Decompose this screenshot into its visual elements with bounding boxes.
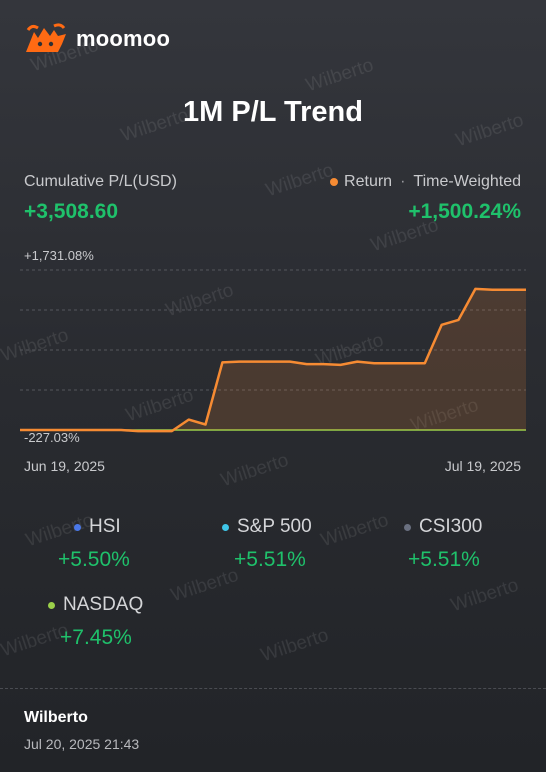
cumulative-pl-value: +3,508.60 (24, 200, 119, 223)
benchmark-sp500-dot (222, 523, 229, 531)
benchmark-nasdaq-dot (48, 601, 55, 609)
watermark-text: Wilberto (258, 624, 332, 667)
benchmark-csi300: CSI300 +5.51% (404, 516, 482, 572)
benchmark-hsi-dot (74, 523, 81, 531)
benchmark-csi300-name: CSI300 (419, 516, 483, 537)
y-axis-bottom-label: -227.03% (24, 430, 80, 445)
return-legend-label: Return (344, 173, 393, 190)
benchmark-hsi-name: HSI (89, 516, 121, 537)
x-axis-start-label: Jun 19, 2025 (24, 458, 105, 474)
benchmark-sp500-value: +5.51% (234, 548, 306, 571)
return-method-label: Time-Weighted (413, 173, 521, 190)
watermark-text: Wilberto (303, 54, 377, 97)
cumulative-pl-label: Cumulative P/L(USD) (24, 173, 177, 190)
watermark-text: Wilberto (263, 159, 337, 202)
benchmark-sp500: S&P 500 +5.51% (222, 516, 312, 572)
footer-timestamp: Jul 20, 2025 21:43 (24, 736, 140, 752)
watermark-text: Wilberto (218, 449, 292, 492)
benchmark-hsi: HSI +5.50% (58, 516, 130, 572)
benchmark-nasdaq-name: NASDAQ (63, 594, 144, 615)
return-value: +1,500.24% (408, 200, 521, 223)
benchmark-sp500-name: S&P 500 (237, 516, 312, 537)
benchmark-csi300-value: +5.51% (408, 548, 480, 571)
return-series-line (20, 287, 526, 433)
watermark-text: Wilberto (318, 509, 392, 552)
watermark-text: Wilberto (448, 574, 522, 617)
return-legend: Return · Time-Weighted (330, 173, 521, 191)
benchmark-nasdaq: NASDAQ +7.45% (48, 594, 143, 650)
legend-separator: · (400, 173, 406, 190)
benchmark-nasdaq-value: +7.45% (60, 626, 132, 649)
brand-header: moomoo (24, 22, 170, 56)
x-axis-end-label: Jul 19, 2025 (444, 458, 521, 474)
footer-divider (0, 688, 546, 689)
benchmark-hsi-value: +5.50% (58, 548, 130, 571)
return-legend-dot (330, 178, 339, 186)
return-area (20, 288, 526, 432)
page-title: 1M P/L Trend (183, 96, 363, 128)
y-axis-top-label: +1,731.08% (24, 248, 94, 263)
moomoo-bull-logo-icon (26, 23, 66, 52)
brand-name: moomoo (76, 26, 171, 51)
footer-username: Wilberto (24, 709, 88, 726)
pl-trend-chart (20, 269, 526, 433)
benchmark-csi300-dot (404, 523, 411, 531)
